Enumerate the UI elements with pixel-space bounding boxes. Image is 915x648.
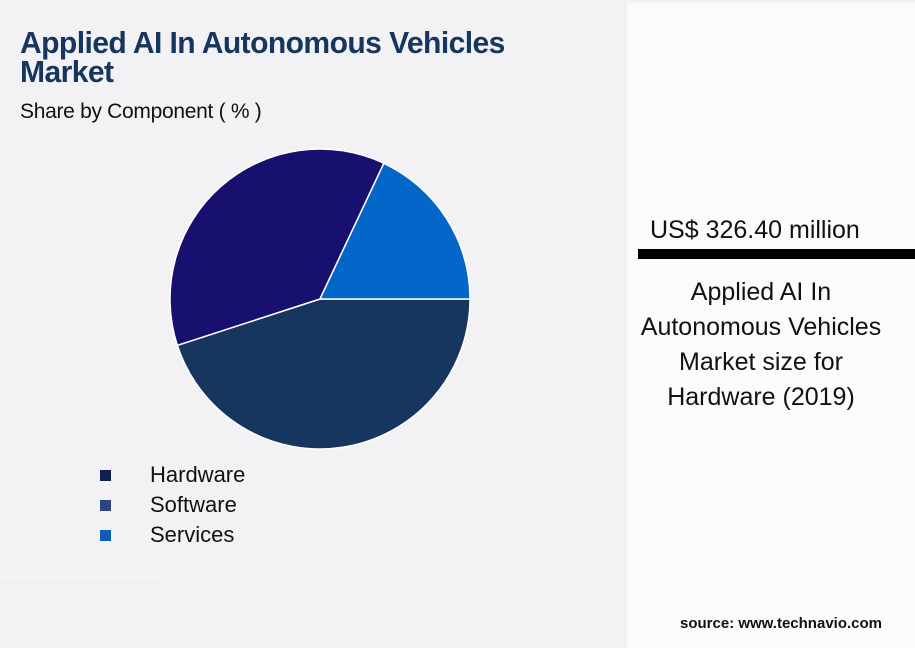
chart-title: Applied AI In Autonomous Vehicles Market <box>20 25 505 89</box>
highlight-amount: US$ 326.40 million <box>650 216 860 244</box>
legend-label: Services <box>150 522 235 547</box>
legend-swatch-services <box>100 530 111 541</box>
pie-slice-services <box>318 162 471 300</box>
highlight-caption: Applied AI In Autonomous Vehicles Market… <box>640 278 882 411</box>
source-credit: source: www.technavio.com <box>680 615 882 632</box>
highlight-panel <box>627 3 915 648</box>
pie-slice-software <box>169 148 385 347</box>
legend-swatch-hardware <box>100 470 111 481</box>
chart-subtitle: Share by Component ( % ) <box>20 100 262 123</box>
pie-slice-hardware <box>176 298 471 450</box>
pie-chart <box>160 140 480 460</box>
legend-label: Software <box>150 492 237 517</box>
legend-swatch-software <box>100 500 111 511</box>
divider-line <box>0 577 165 578</box>
pie-chart-svg <box>169 148 471 450</box>
legend-label: Hardware <box>150 462 246 487</box>
amount-underline-bar <box>638 249 915 259</box>
